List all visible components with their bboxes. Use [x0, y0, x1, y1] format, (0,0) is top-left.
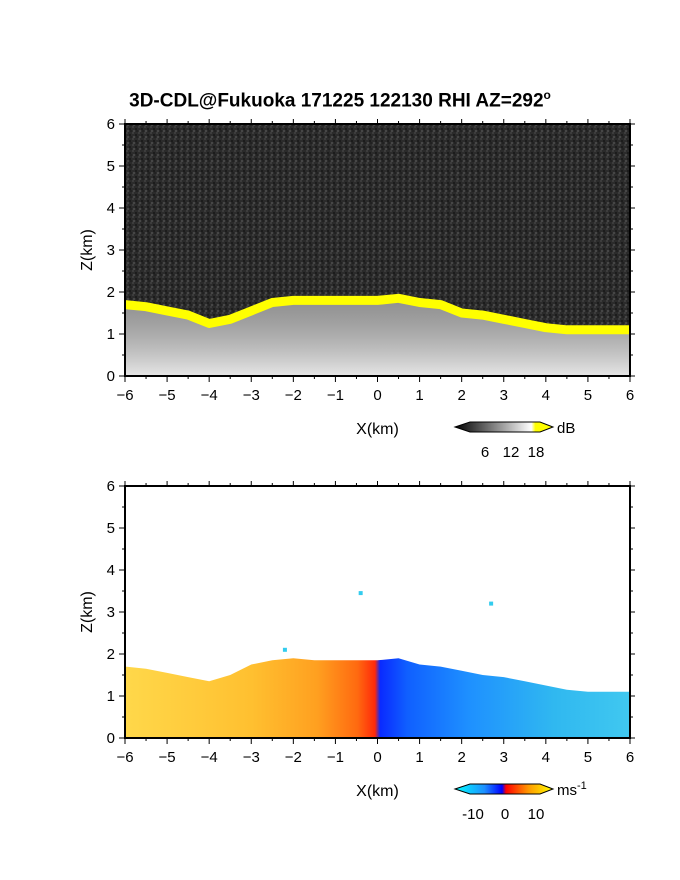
y-tick-label: 5 — [107, 520, 115, 537]
y-tick-label: 6 — [107, 478, 115, 495]
backscatter-strong-echo-edge — [125, 293, 630, 335]
velocity-colorbar-bar — [453, 783, 555, 795]
y-axis-label: Z(km) — [79, 591, 96, 633]
x-tick-label: 3 — [500, 387, 508, 404]
x-tick-label: −5 — [159, 387, 176, 404]
intensity-colorbar-unit: dB — [557, 420, 575, 437]
velocity-colorbar-tick: -10 — [462, 806, 484, 823]
y-tick-label: 5 — [107, 158, 115, 175]
x-tick-label: 4 — [542, 749, 550, 766]
velocity-echo-field — [125, 658, 630, 738]
velocity-colorbar-unit: ms-1 — [557, 780, 587, 799]
x-tick-label: 1 — [415, 749, 423, 766]
x-tick-label: 0 — [373, 387, 381, 404]
x-tick-label: 3 — [500, 749, 508, 766]
isolated-echo-point — [282, 647, 287, 652]
x-tick-label: 2 — [457, 387, 465, 404]
y-tick-label: 4 — [107, 562, 115, 579]
y-tick-label: 3 — [107, 604, 115, 621]
x-tick-label: −4 — [201, 749, 218, 766]
isolated-echo-point — [358, 591, 363, 596]
x-tick-label: 5 — [584, 387, 592, 404]
x-tick-label: 5 — [584, 749, 592, 766]
x-axis-label: X(km) — [356, 783, 399, 800]
backscatter-panel: −6 −5 −4 −3 −2 −1 0 1 2 3 4 5 6 0 1 2 3 4 5 6 X(km) Z(km) — [79, 116, 635, 438]
x-tick-label: 4 — [542, 387, 550, 404]
x-tick-label: 6 — [626, 387, 634, 404]
y-tick-label: 0 — [107, 730, 115, 747]
x-tick-label: 0 — [373, 749, 381, 766]
x-tick-label: 6 — [626, 749, 634, 766]
x-tick-label: −1 — [327, 749, 344, 766]
velocity-colorbar: ms-1 -10 0 10 — [453, 780, 587, 823]
y-tick-label: 6 — [107, 116, 115, 133]
intensity-colorbar-bar — [453, 421, 555, 433]
y-tick-label: 4 — [107, 200, 115, 217]
y-tick-label: 1 — [107, 688, 115, 705]
intensity-colorbar-tick: 12 — [503, 444, 520, 461]
x-tick-label: −3 — [243, 749, 260, 766]
velocity-colorbar-tick: 0 — [501, 806, 509, 823]
velocity-colorbar-tick: 10 — [528, 806, 545, 823]
x-tick-label: −3 — [243, 387, 260, 404]
x-tick-label: −1 — [327, 387, 344, 404]
y-tick-label: 3 — [107, 242, 115, 259]
intensity-colorbar-tick: 6 — [481, 444, 489, 461]
x-tick-label: −6 — [116, 749, 133, 766]
velocity-panel: −6 −5 −4 −3 −2 −1 0 1 2 3 4 5 6 0 1 2 3 4 5 6 X(km) Z(km) — [79, 478, 635, 800]
intensity-colorbar: dB 6 12 18 — [453, 420, 575, 461]
isolated-echo-point — [489, 601, 494, 606]
x-tick-label: 2 — [457, 749, 465, 766]
chart-title: 3D-CDL@Fukuoka 171225 122130 RHI AZ=292o — [129, 88, 551, 112]
x-axis-label: X(km) — [356, 421, 399, 438]
x-tick-label: 1 — [415, 387, 423, 404]
intensity-colorbar-tick: 18 — [528, 444, 545, 461]
x-tick-label: −2 — [285, 387, 302, 404]
x-tick-label: −5 — [159, 749, 176, 766]
y-tick-label: 2 — [107, 646, 115, 663]
y-tick-label: 1 — [107, 326, 115, 343]
y-tick-label: 0 — [107, 368, 115, 385]
x-tick-label: −2 — [285, 749, 302, 766]
backscatter-echo-shading — [125, 298, 630, 376]
y-axis-label: Z(km) — [79, 229, 96, 271]
y-tick-label: 2 — [107, 284, 115, 301]
x-tick-label: −4 — [201, 387, 218, 404]
x-tick-label: −6 — [116, 387, 133, 404]
